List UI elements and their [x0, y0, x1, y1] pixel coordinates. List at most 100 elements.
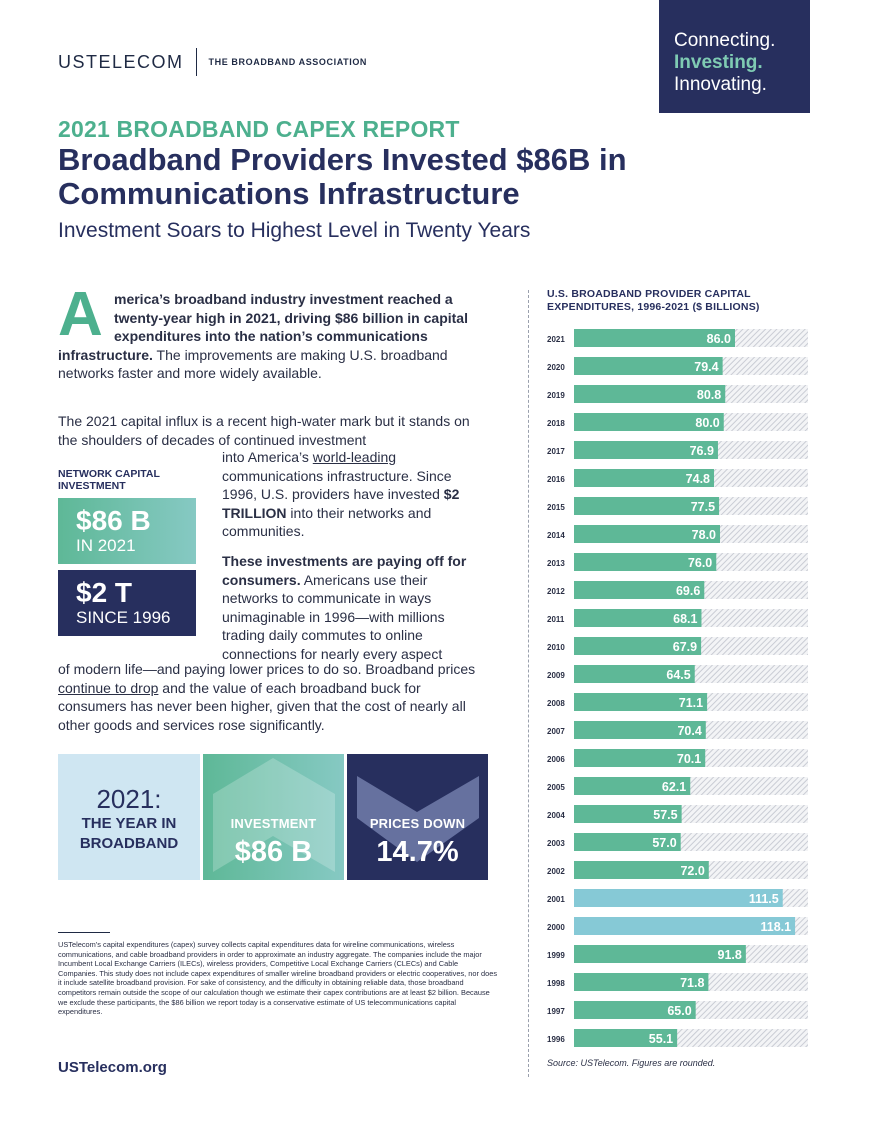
- chart-row-2011: 2011 68.1: [547, 609, 808, 627]
- stat-2t-value: $2 T: [76, 577, 133, 608]
- bar-value-label: 71.1: [679, 696, 703, 710]
- bar-value-label: 74.8: [686, 472, 710, 486]
- bar-2012: [574, 581, 705, 599]
- chart-row-1996: 1996 55.1: [547, 1029, 808, 1047]
- p5-pre: of modern life—and paying lower prices t…: [58, 661, 476, 677]
- bar-2013: [574, 553, 717, 571]
- bar-value-label: 76.9: [690, 444, 714, 458]
- chart-row-2016: 2016 74.8: [547, 469, 808, 487]
- p4-bold: These investments are paying off for con…: [222, 553, 467, 588]
- bar-value-label: 55.1: [649, 1032, 673, 1046]
- bar-2000: [574, 917, 796, 935]
- p4-rest: Americans use their networks to communic…: [222, 571, 445, 662]
- chart-row-2010: 2010 67.9: [547, 637, 808, 655]
- bar-2020: [574, 357, 723, 375]
- bar-2007: [574, 721, 706, 739]
- logo-tagline: THE BROADBAND ASSOCIATION: [208, 57, 368, 67]
- bar-value-label: 57.0: [652, 836, 676, 850]
- year-tick-label: 2001: [547, 895, 565, 904]
- tile-year-title: 2021:: [96, 784, 162, 814]
- year-tick-label: 1996: [547, 1035, 565, 1044]
- year-tick-label: 1997: [547, 1007, 565, 1016]
- chart-row-1998: 1998 71.8: [547, 973, 808, 991]
- chart-row-2009: 2009 64.5: [547, 665, 808, 683]
- bar-2002: [574, 861, 709, 879]
- bar-value-label: 64.5: [666, 668, 690, 682]
- bar-value-label: 76.0: [688, 556, 712, 570]
- tile-year-in-broadband: 2021: THE YEAR IN BROADBAND: [58, 754, 200, 880]
- footnote: USTelecom’s capital expenditures (capex)…: [58, 940, 498, 1017]
- bar-1996: [574, 1029, 678, 1047]
- intro-rest: The improvements are making U.S. broadba…: [58, 346, 448, 382]
- promo-line-3: Innovating.: [674, 74, 767, 95]
- paragraph-3: into America’s world-leading communicati…: [222, 448, 484, 541]
- site-link[interactable]: USTelecom.org: [58, 1059, 167, 1076]
- promo-box: Connecting. Investing. Innovating.: [659, 0, 810, 113]
- p3-mid: communications infrastructure. Since 199…: [222, 467, 452, 503]
- bar-1999: [574, 945, 746, 963]
- chart-row-2008: 2008 71.1: [547, 693, 808, 711]
- bar-2019: [574, 385, 726, 403]
- tile-investment-value: $86 B: [234, 836, 313, 868]
- chart-row-2006: 2006 70.1: [547, 749, 808, 767]
- bar-value-label: 68.1: [673, 612, 697, 626]
- stat-box-2021: $86 B IN 2021: [58, 498, 196, 564]
- paragraph-2: The 2021 capital influx is a recent high…: [58, 413, 470, 448]
- year-tick-label: 2020: [547, 363, 565, 372]
- tile-prices-down: PRICES DOWN 14.7%: [347, 754, 488, 880]
- chart-row-2015: 2015 77.5: [547, 497, 808, 515]
- chart-row-2003: 2003 57.0: [547, 833, 808, 851]
- year-tick-label: 2006: [547, 755, 565, 764]
- bar-value-label: 70.4: [677, 724, 701, 738]
- bar-2015: [574, 497, 720, 515]
- continue-to-drop-link[interactable]: continue to drop: [58, 679, 159, 696]
- up-chevron-icon: [213, 758, 335, 872]
- chart-row-2005: 2005 62.1: [547, 777, 808, 795]
- year-tick-label: 2019: [547, 391, 565, 400]
- year-tick-label: 2013: [547, 559, 565, 568]
- year-tick-label: 2014: [547, 531, 565, 540]
- chart-row-2021: 2021 86.0: [547, 329, 808, 347]
- year-tick-label: 2015: [547, 503, 565, 512]
- year-tick-label: 2007: [547, 727, 565, 736]
- year-tick-label: 1999: [547, 951, 565, 960]
- bar-value-label: 111.5: [749, 892, 779, 906]
- year-tick-label: 2009: [547, 671, 565, 680]
- chart-row-2002: 2002 72.0: [547, 861, 808, 879]
- report-kicker: 2021 BROADBAND CAPEX REPORT: [58, 116, 460, 142]
- p5-post: and the value of each broadband buck for…: [58, 679, 466, 733]
- chart-divider: [528, 290, 529, 1077]
- chart-row-2017: 2017 76.9: [547, 441, 808, 459]
- logo: USTELECOM THE BROADBAND ASSOCIATION: [58, 48, 367, 76]
- year-tick-label: 2016: [547, 475, 565, 484]
- tile-prices-caption: PRICES DOWN: [369, 816, 466, 831]
- year-tick-label: 2008: [547, 699, 565, 708]
- bar-2018: [574, 413, 724, 431]
- bar-value-label: 77.5: [691, 500, 715, 514]
- bar-2003: [574, 833, 681, 851]
- year-tick-label: 2005: [547, 783, 565, 792]
- chart-source: Source: USTelecom. Figures are rounded.: [547, 1058, 716, 1068]
- dropcap-box: A: [58, 284, 108, 346]
- year-tick-label: 2004: [547, 811, 565, 820]
- chart-row-2000: 2000 118.1: [547, 917, 808, 935]
- tile-investment-caption: INVESTMENT: [230, 816, 317, 831]
- bar-2017: [574, 441, 718, 459]
- year-tick-label: 2010: [547, 643, 565, 652]
- logo-divider: [195, 48, 197, 76]
- year-tick-label: 2017: [547, 447, 565, 456]
- bar-2004: [574, 805, 682, 823]
- chart-row-2012: 2012 69.6: [547, 581, 808, 599]
- bar-2001: [574, 889, 783, 907]
- promo-line-2: Investing.: [674, 52, 763, 73]
- bar-value-label: 70.1: [677, 752, 701, 766]
- chart-row-2001: 2001 111.5: [547, 889, 808, 907]
- page-subtitle: Investment Soars to Highest Level in Twe…: [58, 219, 531, 242]
- tile-year-sub-1: THE YEAR IN: [81, 815, 177, 832]
- stat-86b-caption: IN 2021: [76, 536, 136, 555]
- year-tick-label: 2021: [547, 335, 565, 344]
- footnote-rule: [58, 932, 110, 933]
- tile-year-sub-2: BROADBAND: [79, 835, 179, 852]
- world-leading-link[interactable]: world-leading: [312, 449, 397, 465]
